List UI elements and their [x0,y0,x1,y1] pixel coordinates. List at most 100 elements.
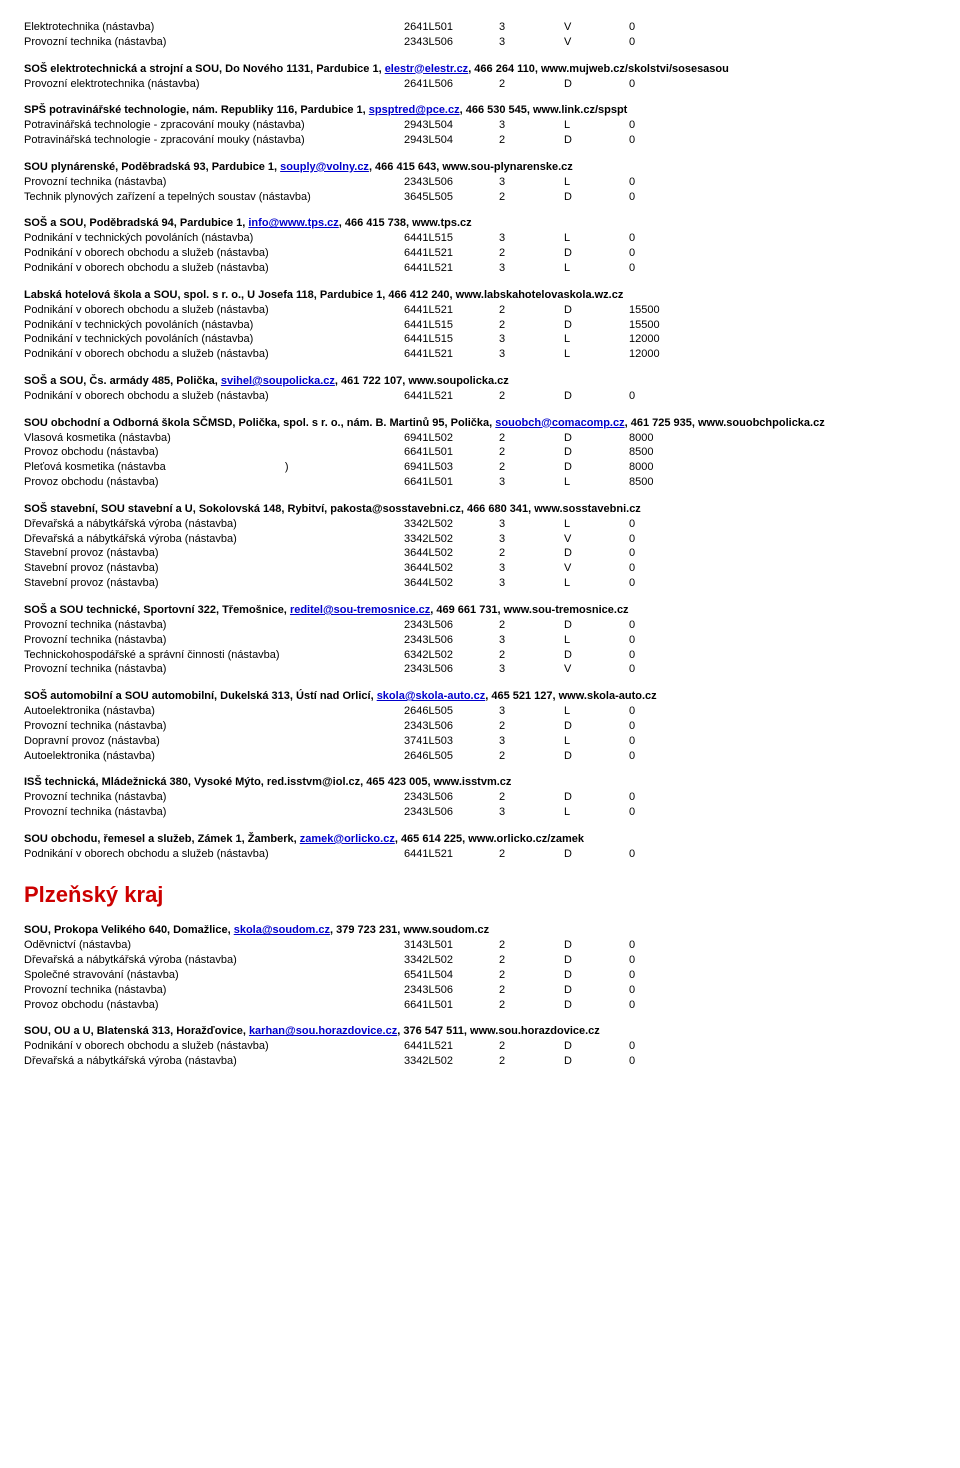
cell: 0 [629,517,709,532]
cell: 2 [499,983,564,998]
table-row: Oděvnictví (nástavba)3143L5012D0 [24,938,936,953]
cell: L [564,633,629,648]
cell: 3 [499,633,564,648]
cell: 2 [499,847,564,862]
cell: Stavební provoz (nástavba) [24,546,404,561]
cell: 3342L502 [404,953,499,968]
table-row: Autoelektronika (nástavba)2646L5053L0 [24,704,936,719]
email-link[interactable]: spsptred@pce.cz [369,104,460,116]
cell: Provoz obchodu (nástavba) [24,998,404,1013]
email-link[interactable]: karhan@sou.horazdovice.cz [249,1025,397,1037]
cell: 0 [629,662,709,677]
cell: Autoelektronika (nástavba) [24,749,404,764]
email-link[interactable]: souply@volny.cz [280,161,369,173]
email-link[interactable]: zamek@orlicko.cz [300,833,395,845]
region-heading: Plzeňský kraj [24,880,936,910]
email-link[interactable]: skola@soudom.cz [234,924,330,936]
cell: Provozní technika (nástavba) [24,633,404,648]
cell: 0 [629,35,709,50]
cell: D [564,953,629,968]
email-link[interactable]: souobch@comacomp.cz [495,417,624,429]
cell: D [564,389,629,404]
table-row: Podnikání v technických povoláních (nást… [24,231,936,246]
spacer [24,677,936,687]
table-row: Podnikání v technických povoláních (nást… [24,318,936,333]
cell: 3 [499,532,564,547]
table-row: Autoelektronika (nástavba)2646L5052D0 [24,749,936,764]
cell: D [564,190,629,205]
cell: 3 [499,35,564,50]
cell: 8000 [629,460,709,475]
cell: 2343L506 [404,790,499,805]
table-row: Společné stravování (nástavba)6541L5042D… [24,968,936,983]
cell: 0 [629,998,709,1013]
cell: 3342L502 [404,517,499,532]
cell: 3 [499,231,564,246]
cell: 0 [629,532,709,547]
table-row: Provoz obchodu (nástavba)6641L5012D8500 [24,445,936,460]
cell: 3 [499,517,564,532]
cell: Podnikání v technických povoláních (nást… [24,332,404,347]
school-header: SOU, OU a U, Blatenská 313, Horažďovice,… [24,1024,936,1039]
cell: 3 [499,347,564,362]
cell: 0 [629,983,709,998]
cell: Provozní technika (nástavba) [24,618,404,633]
cell: 2 [499,1039,564,1054]
cell: 6441L521 [404,389,499,404]
cell: 3 [499,734,564,749]
cell: L [564,175,629,190]
email-link[interactable]: svihel@soupolicka.cz [221,375,335,387]
spacer [24,404,936,414]
cell: D [564,246,629,261]
email-link[interactable]: info@www.tps.cz [248,217,338,229]
cell: L [564,475,629,490]
cell: 2 [499,546,564,561]
cell: 0 [629,648,709,663]
cell: 2646L505 [404,749,499,764]
spacer [24,276,936,286]
cell: 2641L506 [404,77,499,92]
cell: 2943L504 [404,118,499,133]
email-link[interactable]: elestr@elestr.cz [385,63,469,75]
cell: D [564,77,629,92]
cell: Provozní technika (nástavba) [24,983,404,998]
spacer [24,591,936,601]
cell: 0 [629,734,709,749]
cell: 2 [499,190,564,205]
cell: 2 [499,1054,564,1069]
cell: 2 [499,790,564,805]
cell: D [564,546,629,561]
cell: L [564,805,629,820]
school-header: SOŠ stavební, SOU stavební a U, Sokolovs… [24,502,936,517]
email-link[interactable]: skola@skola-auto.cz [377,690,486,702]
cell: 2 [499,77,564,92]
cell: 0 [629,1039,709,1054]
school-header: SOŠ elektrotechnická a strojní a SOU, Do… [24,62,936,77]
cell: 6641L501 [404,445,499,460]
cell: 15500 [629,318,709,333]
cell: 0 [629,561,709,576]
cell: D [564,431,629,446]
cell: Provoz obchodu (nástavba) [24,445,404,460]
email-link[interactable]: reditel@sou-tremosnice.cz [290,604,430,616]
table-row: Dřevařská a nábytkářská výroba (nástavba… [24,953,936,968]
cell: D [564,938,629,953]
cell: 0 [629,847,709,862]
cell: L [564,517,629,532]
cell: 2 [499,460,564,475]
cell: 2943L504 [404,133,499,148]
cell: 6441L521 [404,1039,499,1054]
cell: 3645L505 [404,190,499,205]
cell: 0 [629,805,709,820]
cell: D [564,983,629,998]
cell: D [564,445,629,460]
table-row: Podnikání v oborech obchodu a služeb (ná… [24,246,936,261]
cell: 3 [499,332,564,347]
cell: D [564,460,629,475]
spacer [24,490,936,500]
cell: 2343L506 [404,719,499,734]
school-header: SOU obchodu, řemesel a služeb, Zámek 1, … [24,832,936,847]
cell: D [564,790,629,805]
cell: Oděvnictví (nástavba) [24,938,404,953]
cell: 3 [499,20,564,35]
